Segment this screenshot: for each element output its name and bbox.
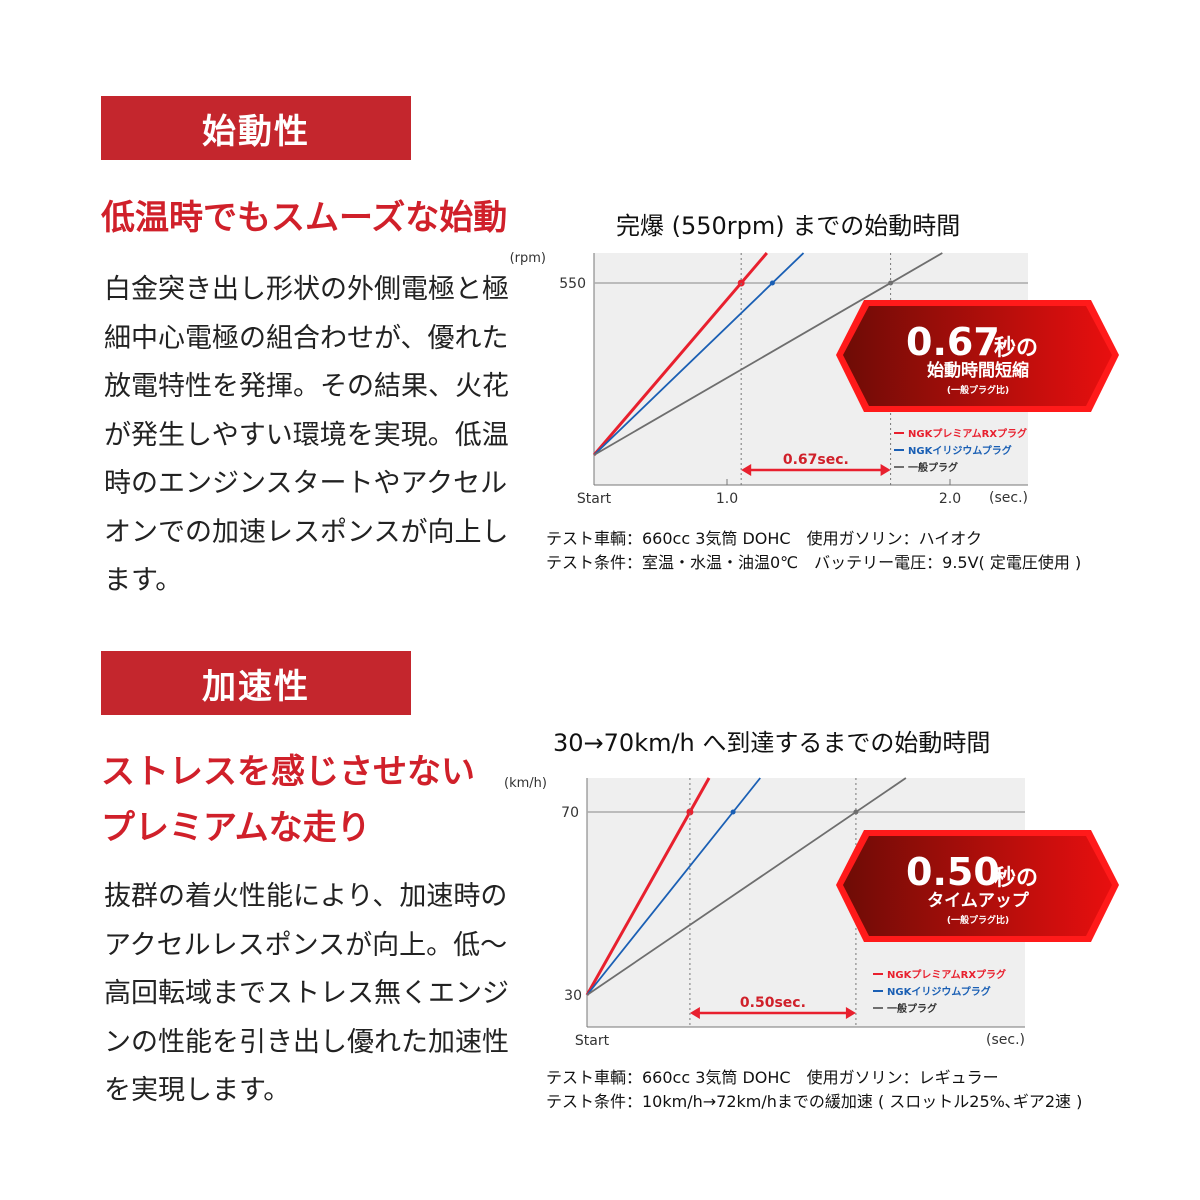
arrow-head bbox=[880, 464, 891, 476]
x-tick-label: 1.0 bbox=[716, 491, 738, 507]
series-line bbox=[592, 252, 768, 456]
badge-subtitle: 始動時間短縮 bbox=[927, 360, 1029, 381]
legend-label: 一般プラグ bbox=[908, 461, 958, 474]
x-tick-label: Start bbox=[577, 491, 612, 507]
section-label-starting: 始動性 bbox=[101, 96, 411, 160]
test-note: テスト車輌：660cc 3気筒 DOHC 使用ガソリン：レギュラー bbox=[546, 1068, 999, 1087]
test-note: テスト条件：10km/h→72km/hまでの緩加速 ( スロットル25%､ギア2… bbox=[546, 1092, 1083, 1111]
headline-starting: 低温時でもスムーズな始動 bbox=[101, 198, 508, 238]
test-note: テスト車輌：660cc 3気筒 DOHC 使用ガソリン：ハイオク bbox=[546, 529, 982, 548]
target-point bbox=[769, 280, 775, 286]
legend-label: NGKプレミアムRXプラグ bbox=[908, 427, 1027, 440]
y-axis-label: (km/h) bbox=[504, 776, 547, 791]
arrow-head bbox=[741, 464, 752, 476]
series-line bbox=[586, 777, 761, 996]
target-point bbox=[853, 809, 859, 815]
series-line bbox=[593, 252, 805, 456]
target-point bbox=[686, 808, 694, 816]
badge-note: (一般プラグ比) bbox=[947, 914, 1009, 926]
badge-note: (一般プラグ比) bbox=[947, 384, 1009, 396]
badge bbox=[843, 306, 1112, 406]
badge-value: 0.50 bbox=[906, 850, 1000, 894]
body-acceleration: 抜群の着火性能により、加速時のアクセルレスポンスが向上。低〜高回転域までストレス… bbox=[104, 881, 509, 1106]
legend-label: 一般プラグ bbox=[887, 1002, 937, 1015]
body-starting: 白金突き出し形状の外側電極と極細中心電極の組合わせが、優れた放電特性を発揮。その… bbox=[104, 274, 509, 596]
headline-acceleration-1: ストレスを感じさせない bbox=[101, 752, 475, 792]
x-axis-label: (sec.) bbox=[986, 1032, 1025, 1048]
section-label-acceleration: 加速性 bbox=[101, 651, 411, 715]
chart-title-acceleration: 30→70km/h へ到達するまでの始動時間 bbox=[553, 729, 991, 757]
badge bbox=[843, 836, 1112, 936]
x-axis-label: (sec.) bbox=[989, 490, 1028, 506]
series-line bbox=[586, 777, 907, 996]
arrow-head bbox=[845, 1007, 856, 1019]
test-note: テスト条件：室温・水温・油温0℃ バッテリー電圧：9.5V( 定電圧使用 ) bbox=[546, 553, 1082, 572]
badge-value: 0.67 bbox=[906, 320, 1000, 364]
difference-label: 0.67sec. bbox=[783, 452, 849, 468]
badge-subtitle: タイムアップ bbox=[927, 890, 1030, 911]
x-tick-label: Start bbox=[575, 1033, 610, 1049]
badge-unit: 秒の bbox=[994, 866, 1038, 891]
y-tick-label: 30 bbox=[564, 988, 582, 1004]
difference-label: 0.50sec. bbox=[740, 995, 806, 1011]
y-tick-label: 70 bbox=[561, 805, 579, 821]
y-axis-label: (rpm) bbox=[510, 251, 546, 266]
badge-unit: 秒の bbox=[994, 336, 1038, 361]
legend-label: NGKイリジウムプラグ bbox=[887, 985, 991, 998]
chart-title-starting: 完爆 (550rpm) までの始動時間 bbox=[616, 212, 961, 240]
y-tick-label: 550 bbox=[559, 276, 586, 292]
series-line bbox=[593, 252, 943, 456]
legend-label: NGKイリジウムプラグ bbox=[908, 444, 1012, 457]
headline-acceleration-2: プレミアムな走り bbox=[101, 808, 371, 848]
x-tick-label: 2.0 bbox=[939, 491, 961, 507]
legend-label: NGKプレミアムRXプラグ bbox=[887, 968, 1006, 981]
arrow-head bbox=[689, 1007, 700, 1019]
target-point bbox=[730, 809, 736, 815]
